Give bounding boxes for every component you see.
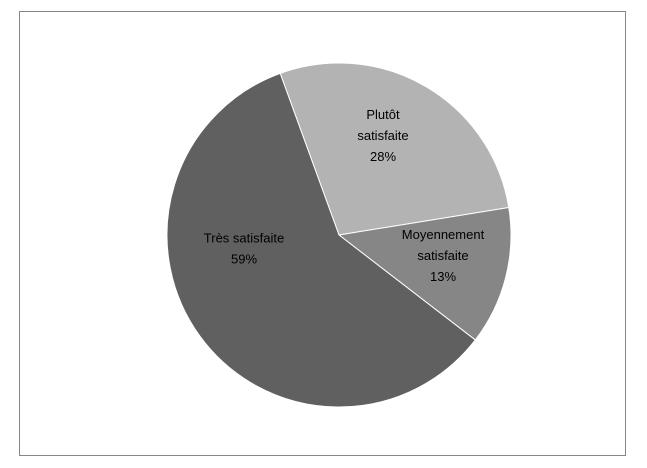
pie-slice	[337, 206, 512, 341]
pie-slice	[279, 62, 510, 236]
slice-category-label: Moyennement	[402, 227, 485, 242]
slice-value-label: 13%	[430, 269, 456, 284]
slice-category-label: satisfaite	[417, 248, 468, 263]
slice-value-label: 59%	[231, 252, 257, 267]
slice-category-label: Plutôt	[366, 107, 400, 122]
pie-slice	[166, 72, 476, 408]
slice-category-label: satisfaite	[357, 128, 408, 143]
slice-category-label: Très satisfaite	[204, 231, 284, 246]
slice-value-label: 28%	[370, 149, 396, 164]
